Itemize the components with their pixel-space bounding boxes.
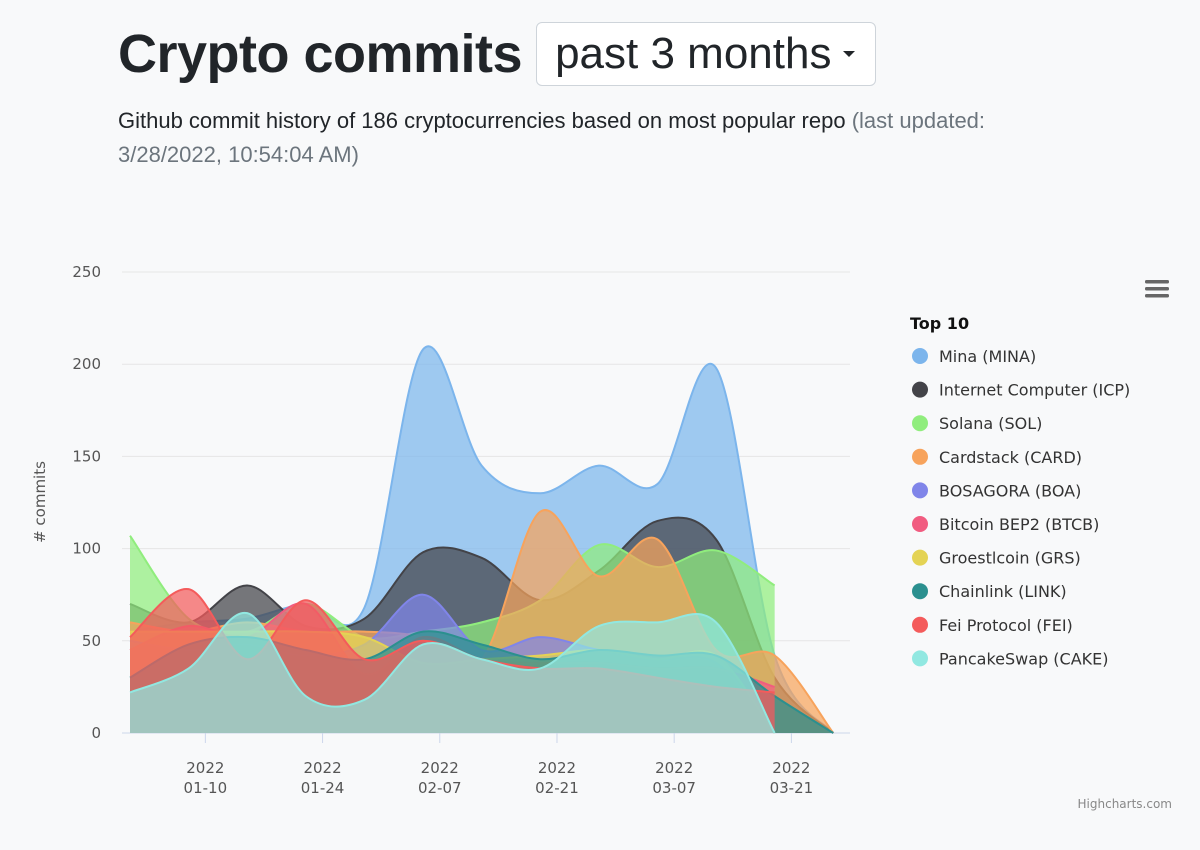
subtitle: Github commit history of 186 cryptocurre… <box>118 104 1058 172</box>
legend-label: Chainlink (LINK) <box>939 582 1067 601</box>
legend-marker <box>912 583 928 600</box>
x-tick-label-year: 2022 <box>538 759 576 777</box>
area-series <box>129 345 835 734</box>
legend-label: Groestlcoin (GRS) <box>939 549 1081 568</box>
x-tick-label-year: 2022 <box>303 759 341 777</box>
last-updated-text: (last updated: 3/28/2022, 10:54:04 AM) <box>118 108 986 167</box>
legend-marker <box>912 516 928 532</box>
legend-label: BOSAGORA (BOA) <box>939 481 1081 500</box>
legend-marker <box>912 381 928 398</box>
x-tick-label-date: 03-21 <box>770 779 814 797</box>
legend-label: Bitcoin BEP2 (BTCB) <box>939 515 1099 534</box>
legend-label: Fei Protocol (FEI) <box>939 616 1073 635</box>
legend-item[interactable]: PancakeSwap (CAKE) <box>912 649 1109 668</box>
x-tick-label-date: 02-07 <box>418 779 462 797</box>
y-tick-label: 150 <box>72 447 101 465</box>
legend-marker <box>912 448 928 465</box>
subtitle-text: Github commit history of 186 cryptocurre… <box>118 108 846 133</box>
legend-item[interactable]: Cardstack (CARD) <box>912 448 1082 467</box>
legend-title: Top 10 <box>910 314 969 333</box>
legend-item[interactable]: Fei Protocol (FEI) <box>912 616 1073 635</box>
axes: 0 50 100 150 200 250 2022 01-10 2022 01-24 2022 02-… <box>72 263 813 797</box>
x-tick-label-date: 01-10 <box>184 779 228 797</box>
legend-marker <box>912 415 928 432</box>
legend-item[interactable]: Chainlink (LINK) <box>912 582 1067 601</box>
x-tick-label-year: 2022 <box>421 759 459 777</box>
legend-label: Internet Computer (ICP) <box>939 381 1130 400</box>
legend-item[interactable]: Bitcoin BEP2 (BTCB) <box>912 515 1099 534</box>
chart-menu-button[interactable] <box>1140 274 1172 304</box>
x-tick-label-year: 2022 <box>655 759 693 777</box>
legend-label: Solana (SOL) <box>939 414 1042 433</box>
y-tick-label: 0 <box>91 724 101 742</box>
time-range-label: past 3 months <box>555 29 832 78</box>
credits-link[interactable]: Highcharts.com <box>1078 797 1172 811</box>
x-tick-label-date: 02-21 <box>535 779 579 797</box>
x-tick-label-date: 01-24 <box>301 779 345 797</box>
y-tick-label: 250 <box>72 263 101 281</box>
time-range-select[interactable]: past 3 months <box>536 22 877 86</box>
legend-marker <box>912 348 928 364</box>
x-tick-label-year: 2022 <box>186 759 224 777</box>
legend-label: PancakeSwap (CAKE) <box>939 649 1109 668</box>
legend-marker <box>912 616 928 633</box>
x-tick-label-date: 03-07 <box>652 779 696 797</box>
y-tick-label: 50 <box>82 632 101 650</box>
legend-item[interactable]: Mina (MINA) <box>912 347 1036 366</box>
legend-marker <box>912 650 928 667</box>
legend-item[interactable]: Solana (SOL) <box>912 414 1042 433</box>
caret-down-icon <box>843 51 856 57</box>
legend-marker <box>912 549 928 566</box>
y-tick-label: 100 <box>72 540 101 558</box>
legend-item[interactable]: Groestlcoin (GRS) <box>912 549 1081 568</box>
legend-label: Mina (MINA) <box>939 347 1036 366</box>
y-tick-label: 200 <box>72 355 101 373</box>
line-pancakeswap-cake <box>129 612 776 734</box>
hamburger-menu-icon <box>1145 280 1169 298</box>
page-title: Crypto commits <box>118 24 523 84</box>
legend: Top 10 Mina (MINA) Internet Computer (ICP… <box>910 314 1130 668</box>
area-pancakeswap-cake <box>130 612 775 733</box>
legend-item[interactable]: BOSAGORA (BOA) <box>912 481 1081 500</box>
header: Crypto commits past 3 months <box>118 22 877 86</box>
legend-label: Cardstack (CARD) <box>939 448 1082 467</box>
legend-item[interactable]: Internet Computer (ICP) <box>912 381 1130 400</box>
y-axis-title: # commits <box>31 461 49 543</box>
x-tick-label-year: 2022 <box>772 759 810 777</box>
legend-marker <box>912 482 928 499</box>
